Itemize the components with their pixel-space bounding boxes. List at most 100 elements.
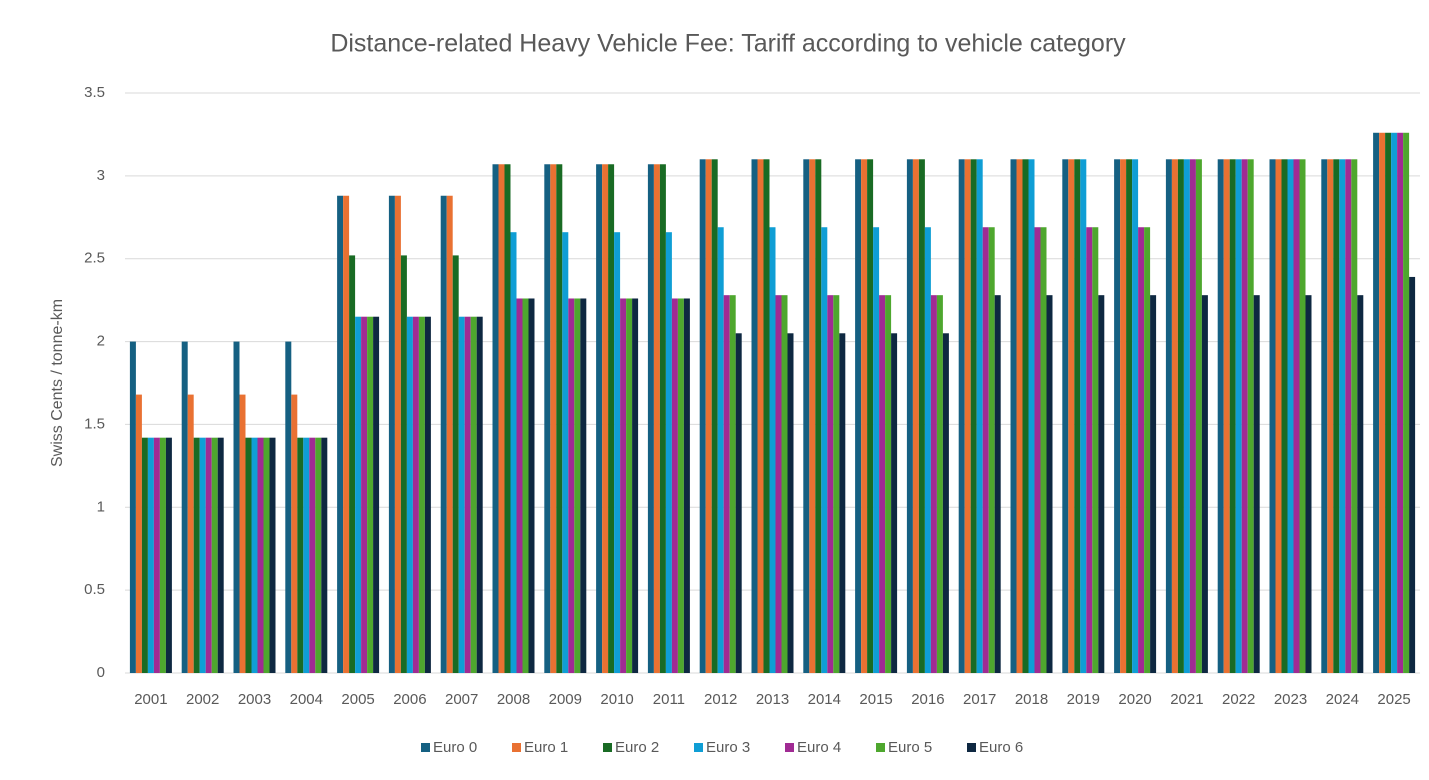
bar xyxy=(614,232,621,673)
bar xyxy=(1132,159,1139,674)
bar xyxy=(245,437,252,673)
bar xyxy=(1062,159,1069,674)
bar xyxy=(839,333,846,673)
legend-swatch xyxy=(785,743,794,752)
bar xyxy=(492,164,499,673)
bar xyxy=(1217,159,1224,674)
x-tick-label: 2019 xyxy=(1067,691,1100,708)
bar xyxy=(199,437,206,673)
x-tick-label: 2005 xyxy=(341,691,374,708)
bar xyxy=(942,333,949,673)
bar xyxy=(1281,159,1288,674)
x-tick-label: 2008 xyxy=(497,691,530,708)
bar xyxy=(1010,159,1017,674)
bar xyxy=(717,227,724,673)
legend-label: Euro 4 xyxy=(797,739,841,756)
legend-label: Euro 3 xyxy=(706,739,750,756)
bar xyxy=(367,316,374,673)
bar xyxy=(211,437,218,673)
bar xyxy=(867,159,874,674)
bar xyxy=(1171,159,1178,674)
x-tick-label: 2003 xyxy=(238,691,271,708)
x-tick-label: 2025 xyxy=(1377,691,1410,708)
bar xyxy=(699,159,706,674)
x-tick-label: 2017 xyxy=(963,691,996,708)
bar xyxy=(1086,227,1093,673)
bar xyxy=(1201,295,1208,673)
bar xyxy=(763,159,770,674)
bar xyxy=(1247,159,1254,674)
bar xyxy=(394,195,401,673)
bar xyxy=(1040,227,1047,673)
x-tick-label: 2016 xyxy=(911,691,944,708)
x-tick-label: 2002 xyxy=(186,691,219,708)
bar xyxy=(906,159,913,674)
bar xyxy=(1098,295,1105,673)
bar xyxy=(1229,159,1236,674)
bar xyxy=(827,295,834,673)
bar xyxy=(821,227,828,673)
bar xyxy=(1016,159,1023,674)
bar xyxy=(1223,159,1230,674)
bar xyxy=(181,341,188,673)
x-tick-label: 2010 xyxy=(600,691,633,708)
bar xyxy=(337,195,344,673)
bar xyxy=(1126,159,1133,674)
bar xyxy=(1114,159,1121,674)
bar xyxy=(321,437,328,673)
bar xyxy=(1165,159,1172,674)
bar xyxy=(556,164,563,673)
bar xyxy=(251,437,258,673)
bar xyxy=(918,159,925,674)
bar xyxy=(1373,132,1380,673)
bar xyxy=(580,298,587,673)
legend-label: Euro 0 xyxy=(433,739,477,756)
bar xyxy=(373,316,380,673)
bar xyxy=(964,159,971,674)
bar xyxy=(994,295,1001,673)
x-tick-label: 2024 xyxy=(1326,691,1359,708)
bar xyxy=(596,164,603,673)
bar xyxy=(400,255,407,673)
bar xyxy=(452,255,459,673)
x-tick-label: 2022 xyxy=(1222,691,1255,708)
bar xyxy=(349,255,356,673)
bar xyxy=(803,159,810,674)
bar xyxy=(285,341,292,673)
bar xyxy=(988,227,995,673)
bar xyxy=(418,316,425,673)
bar xyxy=(1183,159,1190,674)
y-tick-label: 2.5 xyxy=(84,250,105,267)
x-tick-label: 2023 xyxy=(1274,691,1307,708)
bar xyxy=(1403,132,1410,673)
bar xyxy=(361,316,368,673)
bar xyxy=(729,295,736,673)
x-tick-label: 2018 xyxy=(1015,691,1048,708)
y-tick-label: 3 xyxy=(97,167,105,184)
x-tick-label: 2020 xyxy=(1118,691,1151,708)
bar xyxy=(562,232,569,673)
bar xyxy=(1409,276,1416,673)
bar xyxy=(498,164,505,673)
bar xyxy=(1028,159,1035,674)
bar xyxy=(257,437,264,673)
bar xyxy=(129,341,136,673)
bar xyxy=(141,437,148,673)
bar xyxy=(1287,159,1294,674)
bar xyxy=(723,295,730,673)
x-tick-label: 2011 xyxy=(653,691,685,708)
bar xyxy=(187,394,194,673)
bar xyxy=(769,227,776,673)
bar xyxy=(775,295,782,673)
bar xyxy=(879,295,886,673)
bar xyxy=(982,227,989,673)
bar xyxy=(464,316,471,673)
bar xyxy=(781,295,788,673)
bar xyxy=(1144,227,1151,673)
bar xyxy=(406,316,413,673)
bar xyxy=(568,298,575,673)
bar xyxy=(574,298,581,673)
bar xyxy=(1080,159,1087,674)
bar xyxy=(309,437,316,673)
